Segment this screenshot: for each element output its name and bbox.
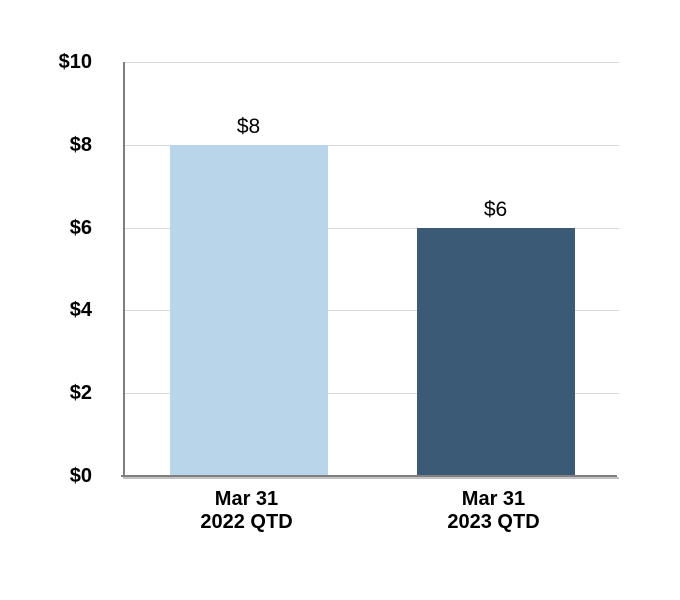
gridline-8 (125, 144, 619, 146)
plot-area: $8 $6 (123, 62, 619, 476)
gridline-6 (125, 227, 619, 229)
y-tick-label: $10 (58, 51, 92, 73)
y-tick-label: $4 (69, 299, 92, 322)
gridline-4 (125, 310, 619, 312)
category-label: Mar 31 2022 QTD (200, 488, 293, 533)
y-tick-label: $0 (69, 465, 92, 487)
bar-value-label: $8 (236, 114, 261, 138)
gridline-10 (125, 62, 619, 63)
category-label: Mar 31 2023 QTD (447, 488, 540, 533)
gridline-2 (125, 393, 619, 395)
x-axis-line (121, 475, 617, 477)
y-tick-label: $8 (69, 133, 92, 156)
y-tick-label: $6 (69, 216, 92, 239)
bar-value-label: $6 (483, 197, 508, 221)
y-tick-label: $2 (69, 382, 92, 405)
bar-1 (169, 144, 328, 476)
bar-2 (416, 227, 575, 476)
